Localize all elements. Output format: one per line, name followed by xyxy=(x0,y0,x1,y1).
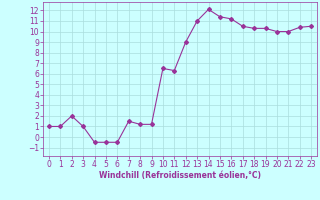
X-axis label: Windchill (Refroidissement éolien,°C): Windchill (Refroidissement éolien,°C) xyxy=(99,171,261,180)
